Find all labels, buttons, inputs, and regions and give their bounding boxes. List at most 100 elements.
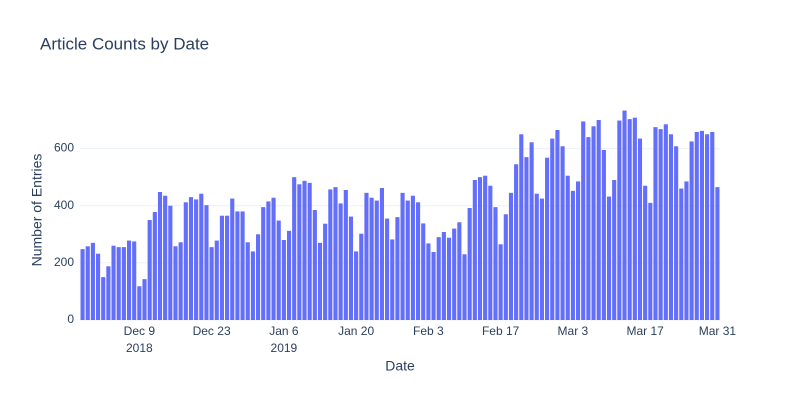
bar	[323, 223, 328, 320]
bar	[643, 185, 648, 320]
bar	[178, 242, 183, 320]
bar	[126, 240, 132, 320]
bar	[674, 146, 679, 320]
bar	[85, 246, 90, 320]
bar	[369, 197, 374, 320]
bar	[483, 175, 488, 320]
x-tick-label: Mar 3	[558, 324, 589, 338]
x-tick-label: Mar 17	[626, 324, 664, 338]
bar	[168, 205, 173, 320]
bar	[705, 134, 710, 320]
bar	[354, 251, 359, 320]
bar	[477, 177, 483, 320]
bar	[343, 190, 348, 320]
bar	[519, 134, 524, 320]
bar	[472, 180, 477, 320]
bar	[560, 146, 565, 320]
bar	[147, 220, 152, 320]
bar	[219, 215, 224, 320]
bar	[524, 157, 529, 320]
bar	[529, 142, 534, 320]
bar	[152, 212, 157, 320]
bar	[581, 121, 586, 320]
x-tick-label: Jan 20	[338, 324, 374, 338]
bar	[539, 198, 544, 320]
bar	[637, 138, 643, 320]
bar	[163, 195, 168, 320]
bar	[689, 141, 694, 320]
bar	[446, 237, 452, 320]
bar	[658, 129, 663, 320]
bar	[101, 277, 106, 320]
bar	[601, 150, 606, 320]
bar	[596, 120, 601, 320]
x-tick-label: Feb 3	[413, 324, 444, 338]
bar	[441, 232, 446, 320]
bar	[694, 132, 699, 320]
bar	[266, 201, 271, 320]
bar	[663, 124, 668, 321]
x-tick-year: 2018	[126, 341, 153, 355]
bar	[137, 286, 142, 320]
bar	[617, 120, 622, 320]
bar	[576, 181, 581, 320]
bar	[534, 193, 539, 320]
bar	[648, 202, 653, 320]
bar	[612, 180, 617, 320]
bar	[194, 199, 199, 320]
bar	[188, 197, 194, 320]
bar	[653, 127, 658, 321]
bar	[421, 223, 426, 320]
bar	[503, 214, 508, 320]
bar	[90, 242, 95, 320]
bar	[106, 266, 111, 320]
x-tick-label: Dec 23	[193, 324, 231, 338]
bar	[286, 230, 292, 320]
bar	[436, 237, 441, 320]
bar	[348, 216, 354, 320]
x-tick-label: Mar 31	[699, 324, 737, 338]
bar	[416, 202, 421, 320]
bar	[364, 192, 369, 320]
bar	[333, 187, 338, 320]
bar	[312, 210, 317, 320]
chart-title: Article Counts by Date	[40, 34, 209, 53]
bar	[555, 130, 560, 320]
bar	[586, 137, 591, 320]
bar	[230, 198, 235, 320]
bar	[668, 134, 674, 320]
bar	[699, 130, 704, 320]
bar	[359, 233, 364, 320]
bar	[710, 132, 715, 320]
bar	[328, 189, 333, 320]
bar	[271, 197, 276, 320]
bar	[493, 207, 498, 320]
bar	[209, 247, 214, 320]
bar	[214, 240, 219, 320]
x-tick-year: 2019	[271, 341, 298, 355]
bar	[302, 180, 307, 320]
bar	[390, 239, 395, 320]
y-tick-label: 0	[67, 312, 74, 326]
bar	[508, 192, 514, 320]
bar	[498, 244, 503, 320]
bar	[457, 222, 462, 320]
bar	[405, 200, 410, 320]
y-axis-title: Number of Entries	[29, 154, 45, 267]
bar	[297, 184, 302, 320]
bar	[250, 251, 255, 320]
bar	[245, 242, 250, 320]
bar	[338, 203, 343, 320]
bar	[276, 220, 281, 320]
bar	[256, 234, 261, 320]
bar	[565, 175, 570, 320]
bar	[261, 207, 266, 320]
bar	[142, 279, 147, 320]
bar	[379, 188, 384, 320]
bar	[679, 188, 684, 320]
bar	[173, 246, 178, 320]
bar	[627, 119, 632, 321]
y-tick-label: 200	[54, 255, 74, 269]
y-tick-label: 400	[54, 198, 74, 212]
